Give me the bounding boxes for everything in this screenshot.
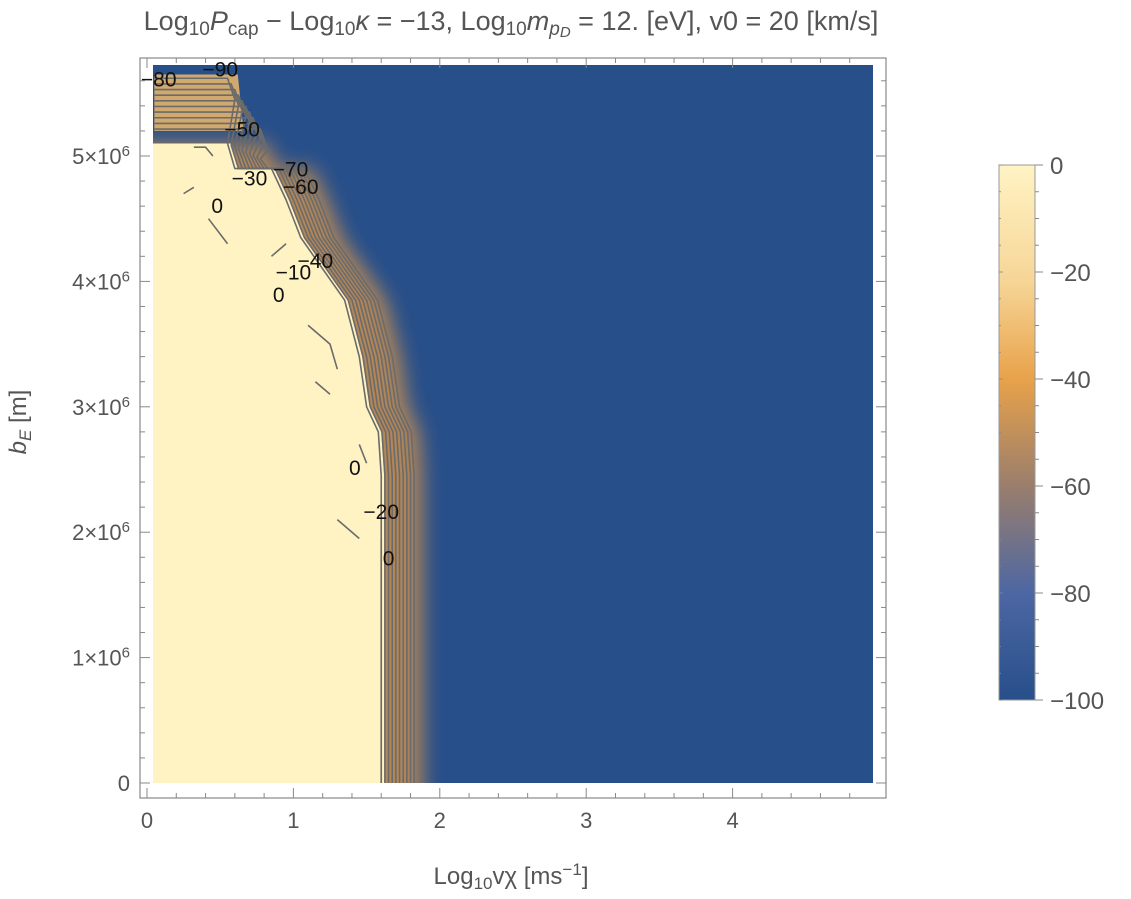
y-tick-label: 1×106 [72,644,130,670]
y-tick-label: 0 [118,771,130,796]
zero-contour-fragment [207,218,229,245]
colorbar-label: −60 [1050,474,1091,501]
contour-label: −20 [363,501,399,524]
zero-contour-fragment [358,444,368,464]
zero-contour-fragment [314,381,331,395]
y-axis-label: bE [m] [5,390,35,455]
contour-label: 0 [273,284,285,307]
contour-label: −40 [298,250,334,273]
contour-line [154,100,397,783]
contour-line [154,83,386,783]
x-tick-label: 2 [434,808,446,833]
y-tick-label: 2×106 [72,519,130,545]
contour-line [154,116,408,783]
colorbar-label: 0 [1050,153,1063,180]
colorbar: 0 −20 −40 −60 −80 −100 [998,153,1104,715]
colorbar-label: −80 [1050,581,1091,608]
contour-label: 0 [211,195,223,218]
plot-frame [139,57,887,799]
y-axis-ticks: 0 1×106 2×106 3×106 4×106 5×106 [72,80,886,796]
heatmap-area [153,65,873,783]
chart-title: Log10Pcap − Log10κ = −13, Log10mpD = 12.… [144,6,879,41]
colorbar-label: −20 [1050,260,1091,287]
x-tick-label: 3 [580,808,592,833]
y-tick-label: 3×106 [72,394,130,420]
contour-line [154,77,383,783]
x-tick-label: 1 [287,808,299,833]
contour-label: 0 [349,457,361,480]
colorbar-label: −40 [1050,367,1091,394]
zero-contour-fragment [270,243,287,257]
contour-label: 0 [383,547,395,570]
colorbar-ticks: 0 −20 −40 −60 −80 −100 [999,153,1104,715]
contour-line [154,128,415,783]
zero-contour-fragment [183,186,195,195]
contour-line [154,111,404,783]
contour-label: −30 [232,167,268,190]
y-tick-label: 5×106 [72,143,130,169]
y-tick-label: 4×106 [72,268,130,294]
x-tick-label: 0 [141,808,153,833]
x-tick-label: 4 [726,808,738,833]
contour-lines [154,74,415,783]
zero-contour-fragment [193,146,214,157]
contour-line [154,122,412,783]
heatmap-high-region [153,143,385,783]
contour-line [154,94,394,783]
x-axis-ticks: 0 1 2 3 4 [141,58,851,833]
contour-line [154,105,401,783]
top-transition-strip [154,74,244,131]
colorbar-gradient [998,164,1036,701]
colorbar-label: −100 [1050,688,1104,715]
contour-label: −70 [273,159,309,182]
zero-contour-fragment [336,519,360,540]
contour-label: −10 [276,261,312,284]
zero-contour-fragment [307,324,339,370]
contour-label: −60 [283,176,319,199]
contour-label: −50 [224,118,260,141]
contour-label: −90 [202,58,238,81]
zero-contour-fragments [183,146,368,540]
contour-label: −80 [141,68,177,91]
x-axis-label: Log10vχ [ms−1] [434,860,589,893]
